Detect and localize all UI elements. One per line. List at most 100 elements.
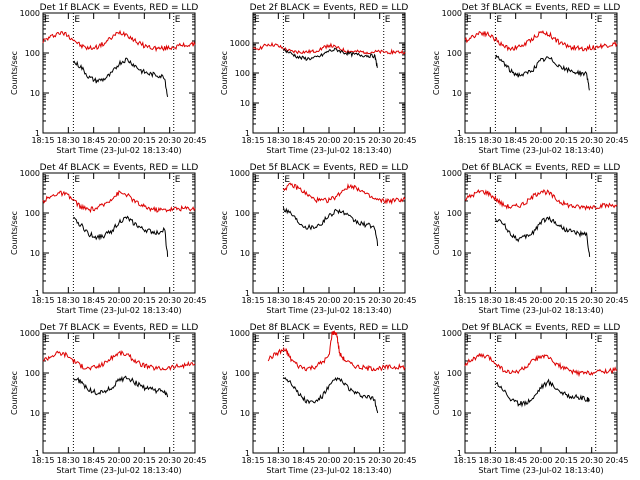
plot-frame xyxy=(464,332,618,454)
event-marker: E xyxy=(74,15,80,25)
y-axis-label: Counts/sec xyxy=(432,211,441,255)
x-tick-label: 20:45 xyxy=(605,136,628,145)
event-marker: E xyxy=(284,175,290,185)
y-tick-label: 100 xyxy=(25,49,40,58)
x-tick-label: 20:00 xyxy=(529,296,552,305)
y-tick-label: 100 xyxy=(235,69,250,78)
y-axis-label: Counts/sec xyxy=(220,371,229,415)
y-axis-label: Counts/sec xyxy=(10,371,19,415)
panel-title: Det 2f BLACK = Events, RED = LLD xyxy=(250,3,409,13)
panel-title: Det 7f BLACK = Events, RED = LLD xyxy=(40,323,199,333)
corner-marker: E xyxy=(466,15,472,25)
y-tick-label: 10 xyxy=(240,99,250,108)
y-axis-label: Counts/sec xyxy=(220,51,229,95)
x-tick-label: 18:30 xyxy=(479,296,502,305)
y-tick-label: 10 xyxy=(30,249,40,258)
x-axis-label: Start Time (23-Jul-02 18:13:40) xyxy=(266,466,391,475)
corner-marker: E xyxy=(466,175,472,185)
event-marker: E xyxy=(284,335,290,345)
y-tick-label: 100 xyxy=(25,209,40,218)
y-tick-label: 1000 xyxy=(20,169,40,178)
events-series-line xyxy=(72,375,169,398)
panel-3: Det 3f BLACK = Events, RED = LLD 1 10 100 10… xyxy=(432,3,629,155)
lld-series-line xyxy=(42,190,196,214)
plot-frame xyxy=(42,12,196,134)
event-marker: E xyxy=(74,335,80,345)
x-tick-label: 18:15 xyxy=(241,296,264,305)
corner-marker: E xyxy=(44,335,50,345)
corner-marker: E xyxy=(44,15,50,25)
x-tick-label: 20:15 xyxy=(343,136,366,145)
corner-marker: E xyxy=(466,335,472,345)
event-marker: E xyxy=(175,175,181,185)
y-tick-label: 1000 xyxy=(230,169,250,178)
y-tick-label: 1000 xyxy=(230,39,250,48)
x-tick-label: 18:45 xyxy=(504,136,527,145)
plot-frame xyxy=(252,332,406,454)
corner-marker: E xyxy=(254,15,260,25)
x-axis-label: Start Time (23-Jul-02 18:13:40) xyxy=(56,466,181,475)
x-tick-label: 20:00 xyxy=(317,296,340,305)
event-marker: E xyxy=(385,335,391,345)
x-tick-label: 20:00 xyxy=(107,456,130,465)
y-tick-label: 1 xyxy=(457,129,462,138)
corner-marker: E xyxy=(44,175,50,185)
x-tick-label: 20:45 xyxy=(393,136,416,145)
x-tick-label: 18:30 xyxy=(267,136,290,145)
x-tick-label: 18:30 xyxy=(479,136,502,145)
events-series-line xyxy=(73,215,169,257)
lld-series-line xyxy=(464,30,618,52)
x-tick-label: 20:30 xyxy=(580,456,603,465)
y-axis-label: Counts/sec xyxy=(220,211,229,255)
x-tick-label: 18:15 xyxy=(241,136,264,145)
x-tick-label: 20:15 xyxy=(133,456,156,465)
lld-series-line xyxy=(42,350,196,372)
y-tick-label: 1 xyxy=(457,449,462,458)
x-axis-label: Start Time (23-Jul-02 18:13:40) xyxy=(478,466,603,475)
x-axis-label: Start Time (23-Jul-02 18:13:40) xyxy=(266,146,391,155)
events-series-line xyxy=(495,378,590,408)
x-tick-label: 18:15 xyxy=(453,136,476,145)
event-marker: E xyxy=(74,175,80,185)
events-series-line xyxy=(282,47,378,69)
events-series-line xyxy=(494,215,591,257)
corner-marker: E xyxy=(254,175,260,185)
x-tick-label: 18:30 xyxy=(57,456,80,465)
x-axis-label: Start Time (23-Jul-02 18:13:40) xyxy=(56,146,181,155)
panel-title: Det 3f BLACK = Events, RED = LLD xyxy=(462,3,621,13)
x-tick-label: 20:45 xyxy=(183,296,206,305)
x-tick-label: 18:15 xyxy=(453,456,476,465)
lld-series-line xyxy=(42,29,196,53)
event-marker: E xyxy=(385,175,391,185)
panel-6: Det 6f BLACK = Events, RED = LLD 1 10 100 10… xyxy=(432,163,629,315)
x-tick-label: 18:30 xyxy=(479,456,502,465)
plot-frame xyxy=(42,332,196,454)
event-marker: E xyxy=(597,175,603,185)
events-series-line xyxy=(282,206,379,247)
event-marker: E xyxy=(496,175,502,185)
plot-frame xyxy=(252,172,406,294)
panel-7: Det 7f BLACK = Events, RED = LLD 1 10 100 10… xyxy=(10,323,207,475)
event-marker: E xyxy=(597,15,603,25)
x-tick-label: 18:45 xyxy=(82,136,105,145)
lld-series-line xyxy=(464,188,618,211)
x-tick-label: 18:30 xyxy=(267,296,290,305)
lld-series-line xyxy=(464,352,618,378)
y-tick-label: 100 xyxy=(25,369,40,378)
event-marker: E xyxy=(175,335,181,345)
y-tick-label: 1000 xyxy=(20,9,40,18)
x-axis-label: Start Time (23-Jul-02 18:13:40) xyxy=(478,306,603,315)
panel-9: Det 9f BLACK = Events, RED = LLD 1 10 100 10… xyxy=(432,323,629,475)
panel-8: Det 8f BLACK = Events, RED = LLD 1 10 100 10… xyxy=(220,323,417,475)
x-tick-label: 20:30 xyxy=(580,136,603,145)
x-tick-label: 20:15 xyxy=(343,456,366,465)
panel-title: Det 1f BLACK = Events, RED = LLD xyxy=(40,3,199,13)
y-axis-label: Counts/sec xyxy=(10,211,19,255)
x-tick-label: 20:45 xyxy=(183,136,206,145)
x-tick-label: 20:30 xyxy=(158,456,181,465)
panel-title: Det 9f BLACK = Events, RED = LLD xyxy=(462,323,621,333)
x-tick-label: 20:45 xyxy=(605,296,628,305)
y-tick-label: 10 xyxy=(30,409,40,418)
panel-title: Det 4f BLACK = Events, RED = LLD xyxy=(40,163,199,173)
x-tick-label: 20:00 xyxy=(107,296,130,305)
